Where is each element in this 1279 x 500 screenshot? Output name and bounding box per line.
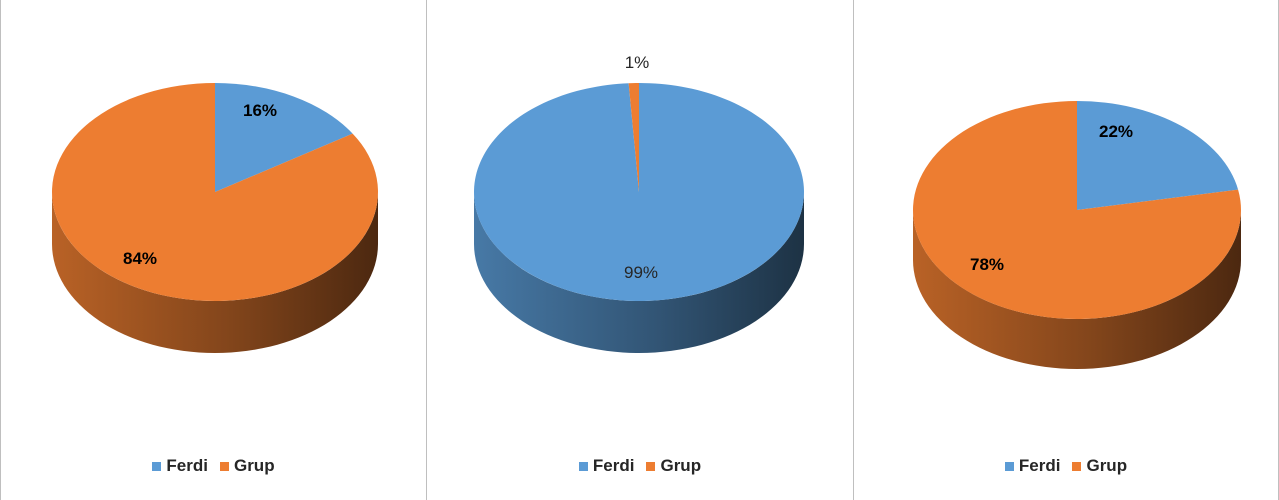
- legend-label-ferdi: Ferdi: [1018, 456, 1061, 475]
- legend-3: Ferdi Grup: [854, 456, 1278, 476]
- legend-item-grup: Grup: [1072, 456, 1127, 476]
- legend-2: Ferdi Grup: [427, 456, 853, 476]
- legend-label-grup: Grup: [1086, 456, 1128, 475]
- legend-label-ferdi: Ferdi: [166, 456, 208, 475]
- legend-swatch-grup: [219, 461, 229, 471]
- data-label-grup: 1%: [625, 53, 650, 72]
- chart-panel-3: 22% 78% Ferdi Grup: [853, 0, 1278, 500]
- legend-label-grup: Grup: [233, 456, 275, 475]
- data-label-ferdi: 22%: [1099, 122, 1133, 141]
- data-label-grup: 78%: [970, 255, 1004, 274]
- pie-slice-grup: [628, 83, 639, 192]
- legend-swatch-ferdi: [578, 461, 588, 471]
- legend-item-ferdi: Ferdi: [578, 456, 635, 476]
- legend-swatch-grup: [646, 461, 656, 471]
- data-label-ferdi: 16%: [243, 101, 277, 120]
- pie-chart-3: 22% 78%: [913, 101, 1241, 369]
- legend-swatch-ferdi: [1004, 461, 1014, 471]
- chart-panel-2: 99% 1% Ferdi Grup: [426, 0, 853, 500]
- pie-slice-grup: [913, 101, 1241, 319]
- pie-slice-grup: [51, 83, 379, 301]
- legend-1: Ferdi Grup: [1, 456, 426, 476]
- legend-item-grup: Grup: [646, 456, 701, 476]
- legend-item-ferdi: Ferdi: [152, 456, 208, 476]
- pie-side-grup: [913, 210, 1241, 369]
- data-label-ferdi: 99%: [624, 263, 658, 282]
- data-label-grup: 84%: [123, 249, 157, 268]
- pie-slice-ferdi: [1077, 101, 1239, 210]
- pie-side-grup: [52, 192, 378, 353]
- legend-item-ferdi: Ferdi: [1004, 456, 1061, 476]
- chart-panel-1: 16% 84% Ferdi Grup: [1, 0, 426, 500]
- pie-chart-2: 99% 1%: [474, 53, 804, 353]
- legend-label-grup: Grup: [660, 456, 702, 475]
- legend-label-ferdi: Ferdi: [592, 456, 635, 475]
- pie-slice-ferdi: [215, 83, 353, 192]
- legend-swatch-ferdi: [152, 461, 162, 471]
- legend-item-grup: Grup: [219, 456, 275, 476]
- pie-side-ferdi: [474, 192, 804, 353]
- pie-chart-1: 16% 84%: [51, 83, 379, 353]
- legend-swatch-grup: [1072, 461, 1082, 471]
- pie-slice-ferdi: [474, 83, 804, 302]
